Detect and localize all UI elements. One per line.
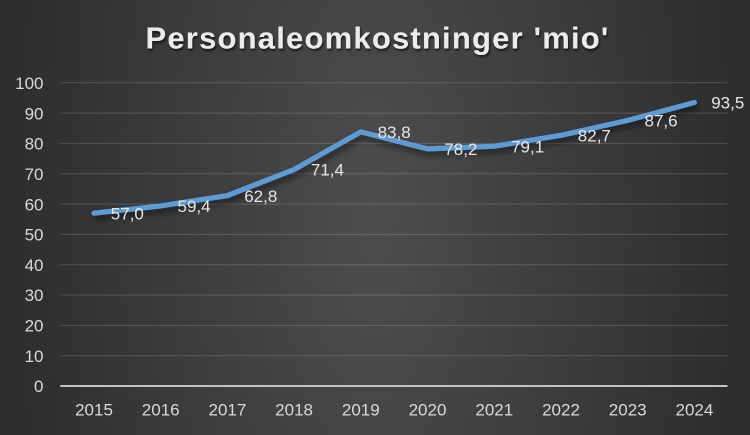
svg-text:100: 100 [15, 74, 43, 93]
svg-text:2019: 2019 [342, 401, 380, 420]
svg-text:2017: 2017 [208, 401, 246, 420]
svg-text:83,8: 83,8 [378, 123, 411, 142]
svg-text:78,2: 78,2 [444, 140, 477, 159]
svg-text:79,1: 79,1 [511, 137, 544, 156]
svg-text:93,5: 93,5 [711, 94, 744, 113]
svg-text:62,8: 62,8 [244, 187, 277, 206]
svg-text:2022: 2022 [542, 401, 580, 420]
svg-text:2023: 2023 [609, 401, 647, 420]
svg-text:2018: 2018 [275, 401, 313, 420]
svg-text:2015: 2015 [75, 401, 113, 420]
svg-text:10: 10 [25, 347, 44, 366]
svg-text:2020: 2020 [409, 401, 447, 420]
svg-text:30: 30 [25, 286, 44, 305]
svg-text:60: 60 [25, 195, 44, 214]
svg-text:Personaleomkostninger 'mio': Personaleomkostninger 'mio' [145, 21, 609, 56]
svg-text:80: 80 [25, 135, 44, 154]
svg-text:0: 0 [34, 377, 43, 396]
svg-text:2024: 2024 [675, 401, 713, 420]
svg-text:71,4: 71,4 [311, 161, 344, 180]
svg-text:20: 20 [25, 317, 44, 336]
svg-text:59,4: 59,4 [178, 197, 211, 216]
svg-text:2021: 2021 [475, 401, 513, 420]
svg-text:50: 50 [25, 226, 44, 245]
svg-text:90: 90 [25, 104, 44, 123]
svg-text:2016: 2016 [142, 401, 180, 420]
svg-text:57,0: 57,0 [111, 204, 144, 223]
svg-text:82,7: 82,7 [578, 127, 611, 146]
svg-text:70: 70 [25, 165, 44, 184]
svg-text:87,6: 87,6 [645, 112, 678, 131]
svg-text:40: 40 [25, 256, 44, 275]
